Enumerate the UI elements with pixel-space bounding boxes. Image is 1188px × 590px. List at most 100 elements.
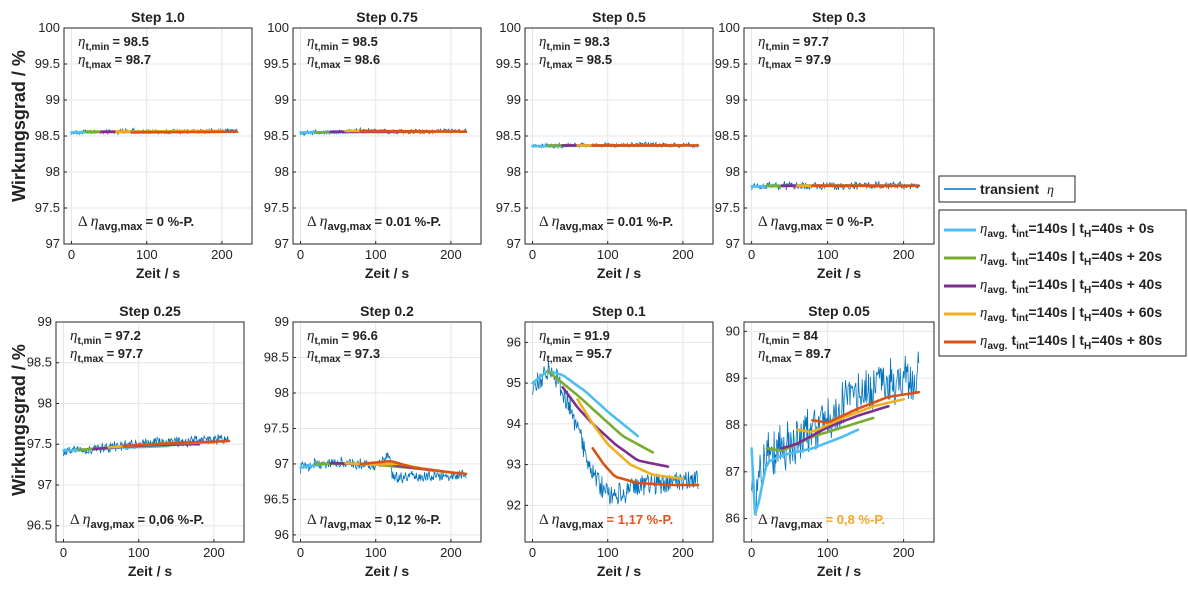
delta-symbol: Δ <box>539 214 552 230</box>
delta-annotation: Δ ηavg,max = 0,12 %-P. <box>307 511 441 531</box>
plot-frame <box>63 27 253 245</box>
subplot-grid: 0 100 200 97 97.5 98 98.5 99 99.5 100 Step 1.0 Zeit… <box>27 9 935 579</box>
legend-int-value: =140s | t <box>1028 220 1084 236</box>
eta-max-annotation: ηt,max = 97.7 <box>70 346 143 365</box>
subplot-1: 0 100 200 97 97.5 98 98.5 99 99.5 100 Step 1.0 Zeit… <box>35 9 253 281</box>
legend-h-sub: H <box>1084 229 1091 240</box>
plot-frame <box>743 27 935 245</box>
plot-data <box>70 127 239 136</box>
plot-frame <box>524 27 714 245</box>
eta-value: = 98.6 <box>344 52 381 67</box>
x-axis-label: Zeit / s <box>817 265 862 281</box>
y-tick-label: 90 <box>726 323 740 338</box>
legend-label: ηavg. tint=140s | tH=40s + 60s <box>980 304 1162 324</box>
y-tick-label: 99 <box>726 92 740 107</box>
delta-eta-symbol: η <box>552 511 560 528</box>
legend-t: t <box>1011 332 1016 348</box>
delta-eta-symbol: η <box>320 511 328 528</box>
x-tick-label: 200 <box>203 545 225 560</box>
delta-eta-symbol: η <box>320 213 328 230</box>
plot-background <box>293 322 481 542</box>
delta-subscript: avg,max <box>328 519 373 531</box>
avg-series-line-5 <box>811 390 921 424</box>
x-axis-label: Zeit / s <box>128 563 173 579</box>
legend-int-sub: int <box>1016 229 1029 240</box>
plot-data <box>299 126 468 136</box>
legend-eta: η <box>980 305 987 321</box>
y-tick-label: 98.5 <box>496 128 521 143</box>
y-tick-label: 100 <box>718 20 740 35</box>
delta-annotation: Δ ηavg,max = 0,06 %-P. <box>70 511 204 531</box>
legend-transient-symbol: η <box>1047 183 1054 198</box>
avg-series-line-5 <box>130 130 239 134</box>
x-tick-label: 100 <box>365 545 387 560</box>
eta-symbol: η <box>539 346 546 362</box>
delta-value: = 0,12 %-P. <box>375 512 442 527</box>
legend-int-value: =140s | t <box>1028 276 1084 292</box>
y-tick-label: 98 <box>46 164 60 179</box>
x-axis-label: Zeit / s <box>136 265 181 281</box>
eta-subscript: t,max <box>765 60 792 71</box>
plot-data <box>62 434 231 456</box>
plot-data <box>750 351 921 517</box>
eta-subscript: t,max <box>85 60 112 71</box>
x-tick-label: 200 <box>893 545 915 560</box>
delta-eta-symbol: η <box>91 213 99 230</box>
y-tick-label: 98.5 <box>27 355 52 370</box>
subplot-title: Step 1.0 <box>131 9 185 25</box>
y-tick-label: 99 <box>275 92 289 107</box>
y-tick-label: 96 <box>507 334 521 349</box>
x-tick-label: 0 <box>529 247 536 262</box>
subplot-title: Step 0.05 <box>808 303 870 319</box>
y-tick-label: 99 <box>507 92 521 107</box>
x-tick-label: 100 <box>128 545 150 560</box>
eta-symbol: η <box>758 52 765 68</box>
eta-subscript: t,min <box>546 42 570 53</box>
legend-t: t <box>1011 304 1016 320</box>
delta-symbol: Δ <box>758 214 771 230</box>
x-tick-label: 100 <box>817 247 839 262</box>
y-tick-label: 99 <box>38 314 52 329</box>
legend-t: t <box>1011 276 1016 292</box>
eta-min-annotation: ηt,min = 98.5 <box>78 34 149 53</box>
y-tick-label: 98 <box>507 164 521 179</box>
x-tick-label: 100 <box>597 247 619 262</box>
avg-series-line-1 <box>750 428 860 516</box>
subplot-title: Step 0.1 <box>592 303 646 319</box>
eta-value: = 96.6 <box>341 328 378 343</box>
legend-h-value: =40s + 80s <box>1091 332 1162 348</box>
avg-series-line-3 <box>561 385 670 468</box>
eta-symbol: η <box>78 34 85 50</box>
x-tick-label: 100 <box>597 545 619 560</box>
plot-background <box>744 322 934 542</box>
eta-value: = 98.3 <box>573 34 610 49</box>
eta-max-annotation: ηt,max = 97.9 <box>758 52 831 71</box>
legend-eta: η <box>980 333 987 349</box>
y-tick-label: 99 <box>275 314 289 329</box>
eta-subscript: t,max <box>314 60 341 71</box>
y-tick-label: 98.5 <box>264 349 289 364</box>
y-tick-label: 97 <box>507 236 521 251</box>
y-tick-label: 98.5 <box>715 128 740 143</box>
legend-entry-4: ηavg. tint=140s | tH=40s + 60s <box>944 304 1162 324</box>
eta-subscript: t,max <box>546 60 573 71</box>
delta-subscript: avg,max <box>99 221 144 233</box>
eta-subscript: t,min <box>314 42 338 53</box>
y-tick-label: 92 <box>507 497 521 512</box>
legend-entry-3: ηavg. tint=140s | tH=40s + 40s <box>944 276 1162 296</box>
plot-data <box>299 452 468 484</box>
x-axis-label: Zeit / s <box>597 563 642 579</box>
y-tick-label: 97 <box>38 477 52 492</box>
delta-annotation: Δ ηavg,max = 0.01 %-P. <box>539 213 673 233</box>
delta-value: = 0 %-P. <box>146 214 195 229</box>
legend-h-value: =40s + 20s <box>1091 248 1162 264</box>
legend-h-value: =40s + 0s <box>1091 220 1154 236</box>
plot-data <box>750 180 921 191</box>
eta-symbol: η <box>307 34 314 50</box>
subplot-title: Step 0.75 <box>356 9 418 25</box>
legend-transient: transient η <box>938 175 1076 203</box>
x-tick-label: 200 <box>672 545 694 560</box>
eta-subscript: t,min <box>546 336 570 347</box>
